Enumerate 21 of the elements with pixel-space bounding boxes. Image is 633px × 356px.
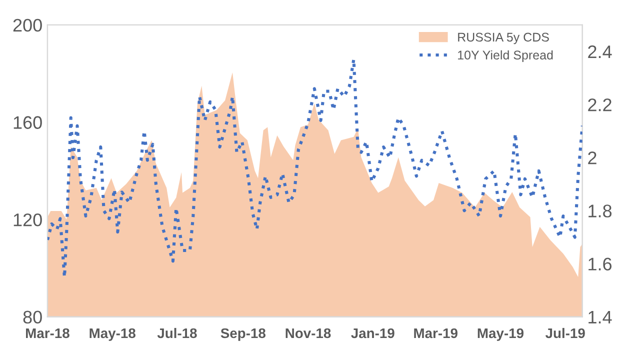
x-tick-label: May-18 xyxy=(90,328,136,341)
y2-tick-label: 2 xyxy=(588,152,596,164)
legend-label: 10Y Yield Spread xyxy=(458,50,553,62)
x-tick-label: Mar-18 xyxy=(26,328,70,338)
y2-tick-label: 2.4 xyxy=(588,45,612,58)
x-tick-label: Jul-18 xyxy=(157,328,197,338)
y2-tick-label: 1.6 xyxy=(588,258,612,270)
y-tick-label: 80 xyxy=(23,310,42,324)
y2-tick-label: 1.4 xyxy=(588,310,612,324)
x-tick-label: Mar-19 xyxy=(414,328,458,338)
y2-tick-label: 2.2 xyxy=(588,98,612,112)
x-tick-label: May-19 xyxy=(478,328,524,341)
x-tick-label: Nov-18 xyxy=(286,328,331,338)
y-tick-label: 160 xyxy=(14,116,42,129)
x-tick-label: Sep-18 xyxy=(220,328,266,341)
x-tick-label: Jul-19 xyxy=(545,328,585,338)
y-tick-label: 120 xyxy=(14,213,42,226)
x-tick-label: Jan-19 xyxy=(351,328,394,338)
legend-label: RUSSIA 5y CDS xyxy=(458,32,549,44)
y2-tick-label: 1.8 xyxy=(588,204,612,218)
y-tick-label: 200 xyxy=(13,18,42,32)
